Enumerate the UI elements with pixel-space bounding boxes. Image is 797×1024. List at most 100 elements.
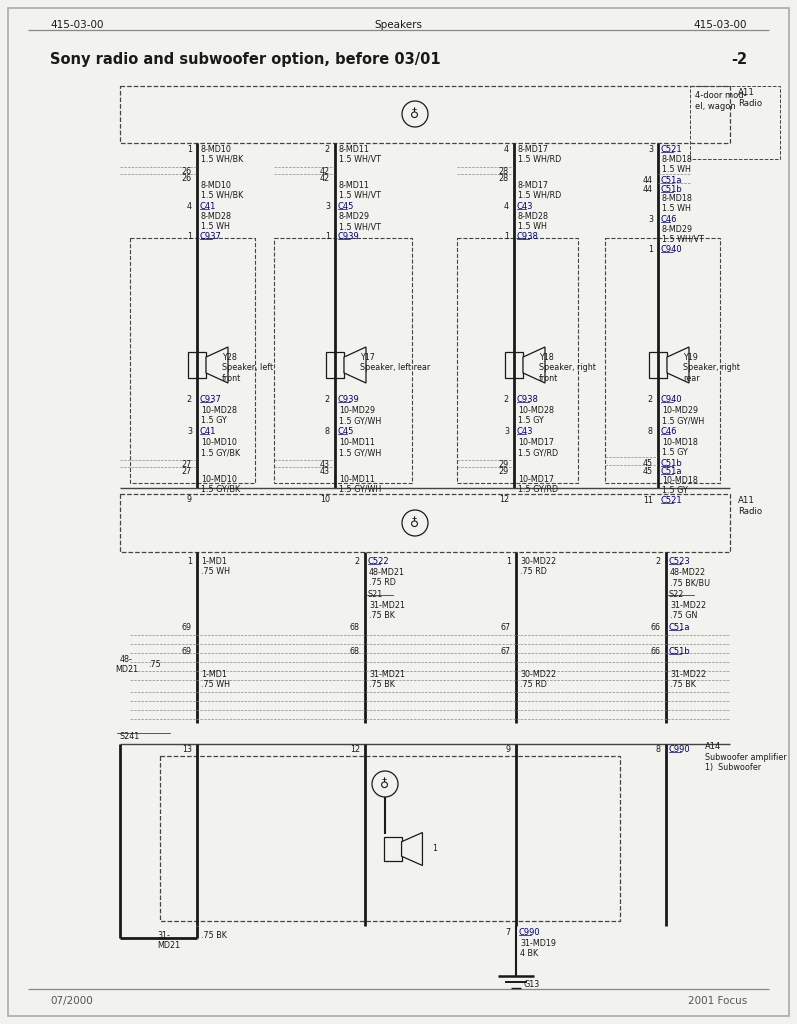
Bar	[457, 238, 578, 483]
Text: Speakers: Speakers	[375, 20, 422, 30]
Text: 69: 69	[182, 647, 192, 656]
Text: 10: 10	[320, 495, 330, 504]
Polygon shape	[523, 347, 545, 383]
Text: 67: 67	[501, 647, 511, 656]
Text: 10-MD28: 10-MD28	[518, 406, 554, 415]
Bar	[690, 86, 780, 159]
Circle shape	[402, 510, 428, 536]
Text: 8-MD10: 8-MD10	[201, 181, 232, 190]
Text: C46: C46	[661, 215, 677, 224]
Text: 26: 26	[182, 167, 192, 176]
Text: 8-MD29: 8-MD29	[662, 225, 693, 234]
Bar	[605, 238, 720, 483]
Text: C990: C990	[519, 928, 540, 937]
Text: C51b: C51b	[669, 647, 691, 656]
Text: .75 WH: .75 WH	[201, 680, 230, 689]
Text: 1.5 GY/WH: 1.5 GY/WH	[662, 416, 705, 425]
Text: A14: A14	[705, 742, 721, 751]
Text: MD21: MD21	[157, 941, 180, 950]
Text: 1.5 GY/BK: 1.5 GY/BK	[201, 449, 240, 457]
Text: 8-MD18: 8-MD18	[662, 194, 693, 203]
Bar	[649, 352, 667, 378]
Text: 27: 27	[182, 460, 192, 469]
Bar	[326, 352, 344, 378]
Text: 29: 29	[499, 460, 509, 469]
Polygon shape	[206, 347, 228, 383]
Text: C41: C41	[200, 427, 216, 436]
Circle shape	[372, 771, 398, 797]
Text: 10-MD10: 10-MD10	[201, 475, 237, 484]
Text: 2: 2	[325, 395, 330, 404]
Text: 26: 26	[182, 174, 192, 183]
Text: 28: 28	[499, 174, 509, 183]
Bar	[120, 86, 730, 143]
Text: 10-MD29: 10-MD29	[662, 406, 698, 415]
Text: 1: 1	[187, 232, 192, 241]
Text: 1-MD1: 1-MD1	[201, 557, 227, 566]
Text: 415-03-00: 415-03-00	[50, 20, 104, 30]
Text: .75 BK/BU: .75 BK/BU	[670, 578, 710, 587]
Text: 8-MD11: 8-MD11	[339, 145, 370, 154]
Text: el, wagon: el, wagon	[695, 102, 736, 111]
Text: C51b: C51b	[661, 459, 683, 468]
Text: 1.5 GY/WH: 1.5 GY/WH	[339, 449, 381, 457]
Text: S22: S22	[669, 590, 685, 599]
Text: C51a: C51a	[669, 623, 690, 632]
Text: 4: 4	[504, 202, 509, 211]
Text: 10-MD11: 10-MD11	[339, 438, 375, 447]
Text: 8-MD11: 8-MD11	[339, 181, 370, 190]
Text: 3: 3	[504, 427, 509, 436]
Text: 13: 13	[182, 745, 192, 754]
Text: 1.5 WH/VT: 1.5 WH/VT	[339, 155, 381, 164]
Text: 2: 2	[325, 145, 330, 154]
Text: 1)  Subwoofer: 1) Subwoofer	[705, 763, 761, 772]
Text: 30-MD22: 30-MD22	[520, 670, 556, 679]
Text: -2: -2	[731, 52, 747, 67]
Text: 1.5 WH/VT: 1.5 WH/VT	[339, 191, 381, 200]
Text: Subwoofer amplifier: Subwoofer amplifier	[705, 753, 787, 762]
Text: 69: 69	[182, 623, 192, 632]
Text: 1.5 GY: 1.5 GY	[662, 486, 688, 495]
Text: 67: 67	[501, 623, 511, 632]
Text: 31-MD21: 31-MD21	[369, 601, 405, 610]
Polygon shape	[402, 833, 422, 865]
Text: Radio: Radio	[738, 507, 762, 516]
Text: front: front	[222, 374, 241, 383]
Text: 1.5 WH/BK: 1.5 WH/BK	[201, 191, 243, 200]
Text: 1.5 GY: 1.5 GY	[518, 416, 544, 425]
Text: ♁: ♁	[410, 108, 419, 121]
Text: 8-MD10: 8-MD10	[201, 145, 232, 154]
Text: 8-MD28: 8-MD28	[201, 212, 232, 221]
Text: .75 RD: .75 RD	[520, 680, 547, 689]
Text: 8: 8	[648, 427, 653, 436]
Text: 8-MD29: 8-MD29	[339, 212, 370, 221]
Text: 1.5 WH/RD: 1.5 WH/RD	[518, 191, 561, 200]
Text: 1: 1	[187, 557, 192, 566]
Text: 11: 11	[643, 496, 653, 505]
Text: C41: C41	[200, 202, 216, 211]
Text: 7: 7	[506, 928, 511, 937]
Text: 9: 9	[506, 745, 511, 754]
Text: Speaker, left rear: Speaker, left rear	[360, 362, 430, 372]
Text: C45: C45	[338, 202, 355, 211]
Text: 3: 3	[648, 215, 653, 224]
Text: C45: C45	[338, 427, 355, 436]
Text: Y17: Y17	[360, 353, 375, 362]
Text: 1-MD1: 1-MD1	[201, 670, 227, 679]
Text: .75 WH: .75 WH	[201, 567, 230, 575]
Text: .75 BK: .75 BK	[201, 931, 227, 940]
Text: 43: 43	[320, 467, 330, 476]
Text: 8: 8	[656, 745, 661, 754]
Text: 31-MD22: 31-MD22	[670, 670, 706, 679]
Text: 4: 4	[187, 202, 192, 211]
Text: 30-MD22: 30-MD22	[520, 557, 556, 566]
Text: 1.5 GY: 1.5 GY	[662, 449, 688, 457]
Text: 8-MD18: 8-MD18	[662, 155, 693, 164]
Text: .75 BK: .75 BK	[369, 680, 395, 689]
Text: .75: .75	[148, 660, 161, 669]
Text: .75 RD: .75 RD	[369, 578, 396, 587]
Text: 31-MD22: 31-MD22	[670, 601, 706, 610]
Text: 1.5 WH: 1.5 WH	[518, 222, 547, 231]
Text: 10-MD29: 10-MD29	[339, 406, 375, 415]
Bar	[384, 837, 402, 861]
